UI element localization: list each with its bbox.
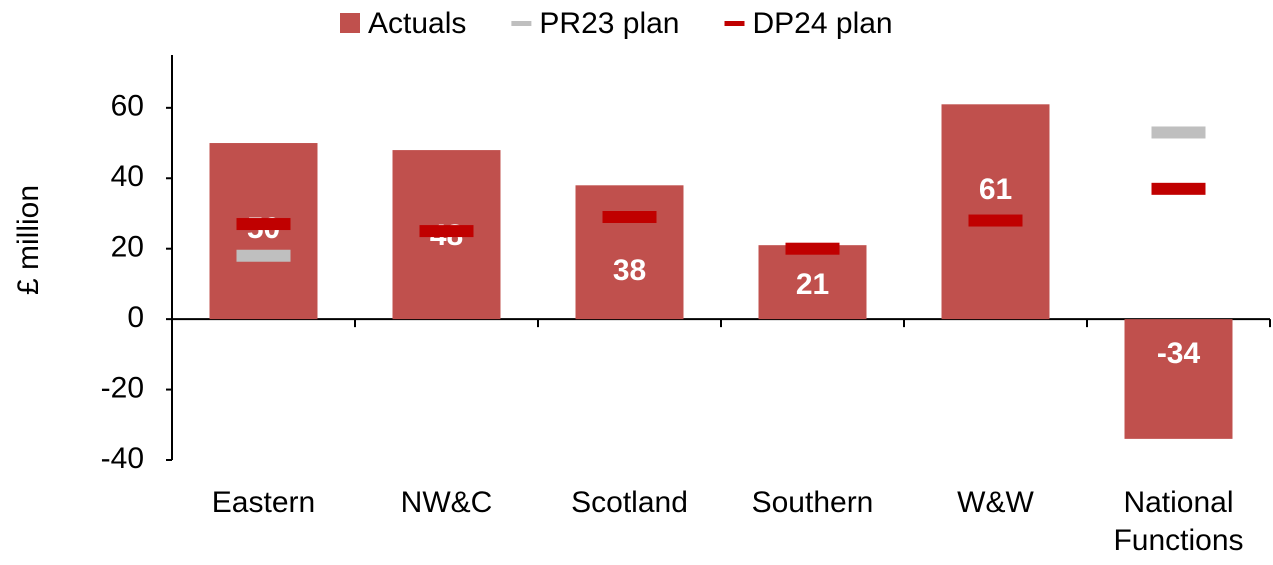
data-label: 21	[796, 268, 829, 301]
data-label: -34	[1157, 337, 1201, 370]
x-tick-label: W&W	[957, 486, 1034, 519]
y-tick-label: -20	[101, 371, 144, 404]
plan-marker	[236, 249, 291, 262]
x-tick-label: NW&C	[400, 486, 493, 519]
plan-marker	[968, 214, 1023, 227]
legend-label: PR23 plan	[539, 7, 679, 40]
bar	[575, 185, 684, 320]
legend-swatch	[724, 21, 745, 26]
legend-swatch	[511, 21, 532, 26]
bar	[1124, 319, 1233, 439]
bar	[758, 245, 867, 320]
legend-label: Actuals	[368, 7, 466, 40]
y-tick-label: 40	[111, 160, 144, 193]
plan-marker	[1151, 182, 1206, 195]
x-tick-label: Southern	[751, 486, 874, 519]
plan-marker	[236, 218, 291, 231]
legend-swatch	[340, 13, 360, 33]
bar	[941, 104, 1050, 320]
x-tick-label: Eastern	[211, 486, 316, 519]
plan-marker	[419, 225, 474, 238]
data-label: 61	[979, 173, 1012, 206]
plan-marker	[785, 242, 840, 255]
y-tick-label: 0	[127, 301, 144, 334]
x-tick-label: Scotland	[571, 486, 688, 519]
plan-marker	[1151, 126, 1206, 139]
legend-label: DP24 plan	[753, 7, 893, 40]
data-label: 38	[613, 254, 646, 287]
y-axis-label: £ million	[12, 185, 45, 295]
x-tick-label: National Functions	[1113, 486, 1244, 557]
y-tick-label: 20	[111, 231, 144, 264]
y-tick-label: -40	[101, 442, 144, 475]
bar	[209, 143, 318, 320]
plan-marker	[602, 211, 657, 223]
y-tick-label: 60	[111, 90, 144, 123]
